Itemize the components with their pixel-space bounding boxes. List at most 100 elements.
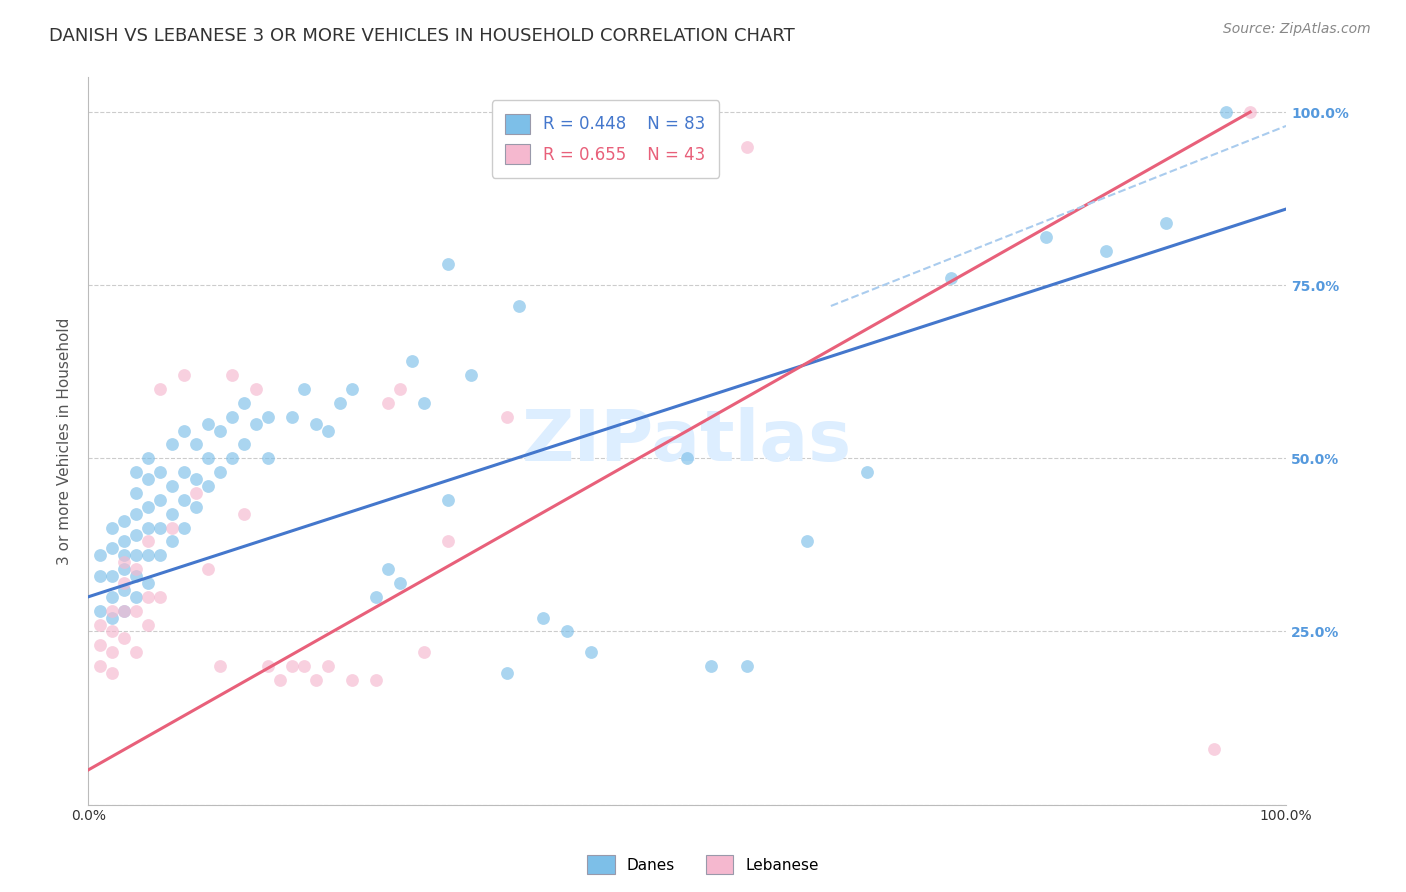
Point <box>292 659 315 673</box>
Point <box>1095 244 1118 258</box>
Point <box>89 617 111 632</box>
Point <box>305 673 328 687</box>
Point <box>1215 105 1237 120</box>
Point <box>149 549 172 563</box>
Point <box>112 604 135 618</box>
Point <box>245 382 267 396</box>
Point <box>125 562 148 576</box>
Point <box>700 659 723 673</box>
Point <box>735 659 758 673</box>
Point <box>197 417 219 431</box>
Point <box>269 673 291 687</box>
Point <box>232 437 254 451</box>
Point <box>149 520 172 534</box>
Point <box>436 534 458 549</box>
Point <box>89 659 111 673</box>
Point <box>101 624 124 639</box>
Point <box>125 590 148 604</box>
Point <box>136 534 159 549</box>
Point <box>256 451 278 466</box>
Point <box>581 645 603 659</box>
Point <box>125 507 148 521</box>
Point <box>173 368 195 383</box>
Point <box>316 659 339 673</box>
Point <box>340 673 363 687</box>
Point <box>412 396 434 410</box>
Point <box>125 549 148 563</box>
Point <box>184 437 207 451</box>
Point <box>281 409 304 424</box>
Point <box>197 451 219 466</box>
Point <box>531 610 554 624</box>
Point <box>160 507 183 521</box>
Point <box>856 465 879 479</box>
Point <box>388 576 411 591</box>
Point <box>160 534 183 549</box>
Point <box>173 492 195 507</box>
Point <box>136 576 159 591</box>
Point <box>112 534 135 549</box>
Point <box>101 645 124 659</box>
Point <box>412 645 434 659</box>
Legend: R = 0.448    N = 83, R = 0.655    N = 43: R = 0.448 N = 83, R = 0.655 N = 43 <box>492 100 718 178</box>
Point <box>208 465 231 479</box>
Point <box>508 299 530 313</box>
Point <box>136 590 159 604</box>
Point <box>1035 229 1057 244</box>
Point <box>125 604 148 618</box>
Point <box>460 368 482 383</box>
Point <box>136 451 159 466</box>
Point <box>101 520 124 534</box>
Point <box>377 396 399 410</box>
Point <box>197 562 219 576</box>
Point <box>136 472 159 486</box>
Point <box>292 382 315 396</box>
Point <box>735 139 758 153</box>
Point <box>173 424 195 438</box>
Point <box>436 492 458 507</box>
Point <box>184 486 207 500</box>
Point <box>377 562 399 576</box>
Point <box>208 659 231 673</box>
Point <box>136 617 159 632</box>
Point <box>149 590 172 604</box>
Point <box>149 382 172 396</box>
Point <box>496 409 519 424</box>
Point <box>112 549 135 563</box>
Point <box>101 569 124 583</box>
Text: ZIPatlas: ZIPatlas <box>522 407 852 475</box>
Text: Source: ZipAtlas.com: Source: ZipAtlas.com <box>1223 22 1371 37</box>
Point <box>160 437 183 451</box>
Point <box>101 604 124 618</box>
Point <box>232 507 254 521</box>
Point <box>197 479 219 493</box>
Point <box>149 465 172 479</box>
Point <box>89 549 111 563</box>
Point <box>1204 742 1226 756</box>
Point <box>136 520 159 534</box>
Point <box>101 541 124 556</box>
Point <box>340 382 363 396</box>
Point <box>101 666 124 681</box>
Point <box>221 451 243 466</box>
Point <box>173 465 195 479</box>
Point <box>112 514 135 528</box>
Text: DANISH VS LEBANESE 3 OR MORE VEHICLES IN HOUSEHOLD CORRELATION CHART: DANISH VS LEBANESE 3 OR MORE VEHICLES IN… <box>49 27 794 45</box>
Point <box>101 590 124 604</box>
Point <box>112 604 135 618</box>
Point <box>939 271 962 285</box>
Y-axis label: 3 or more Vehicles in Household: 3 or more Vehicles in Household <box>58 318 72 565</box>
Point <box>221 409 243 424</box>
Point <box>112 632 135 646</box>
Point <box>125 465 148 479</box>
Point <box>557 624 579 639</box>
Point <box>112 582 135 597</box>
Point <box>89 569 111 583</box>
Point <box>173 520 195 534</box>
Point <box>401 354 423 368</box>
Point <box>1239 105 1261 120</box>
Point <box>136 549 159 563</box>
Point <box>329 396 352 410</box>
Point <box>125 569 148 583</box>
Point <box>256 409 278 424</box>
